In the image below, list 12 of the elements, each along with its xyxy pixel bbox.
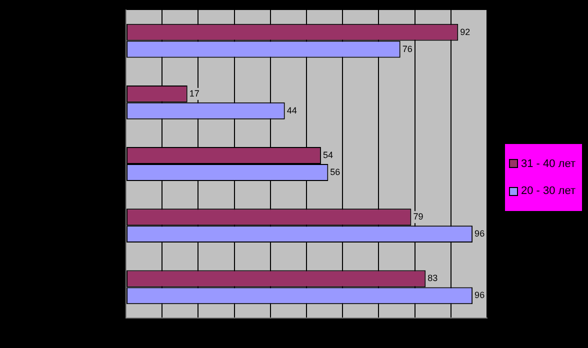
- data-label: 54: [322, 150, 333, 160]
- data-label: 83: [428, 273, 438, 284]
- data-label: 79: [413, 212, 424, 222]
- data-label: 17: [189, 88, 200, 98]
- data-label: 96: [474, 290, 485, 300]
- data-label: 56: [330, 166, 340, 177]
- data-label: 92: [460, 26, 470, 37]
- legend-label: 20 - 30 лет: [521, 185, 576, 198]
- data-label: 76: [402, 44, 412, 54]
- data-label: 96: [474, 228, 485, 239]
- data-label: 44: [286, 105, 297, 116]
- legend-label: 31 - 40 лет: [521, 158, 576, 170]
